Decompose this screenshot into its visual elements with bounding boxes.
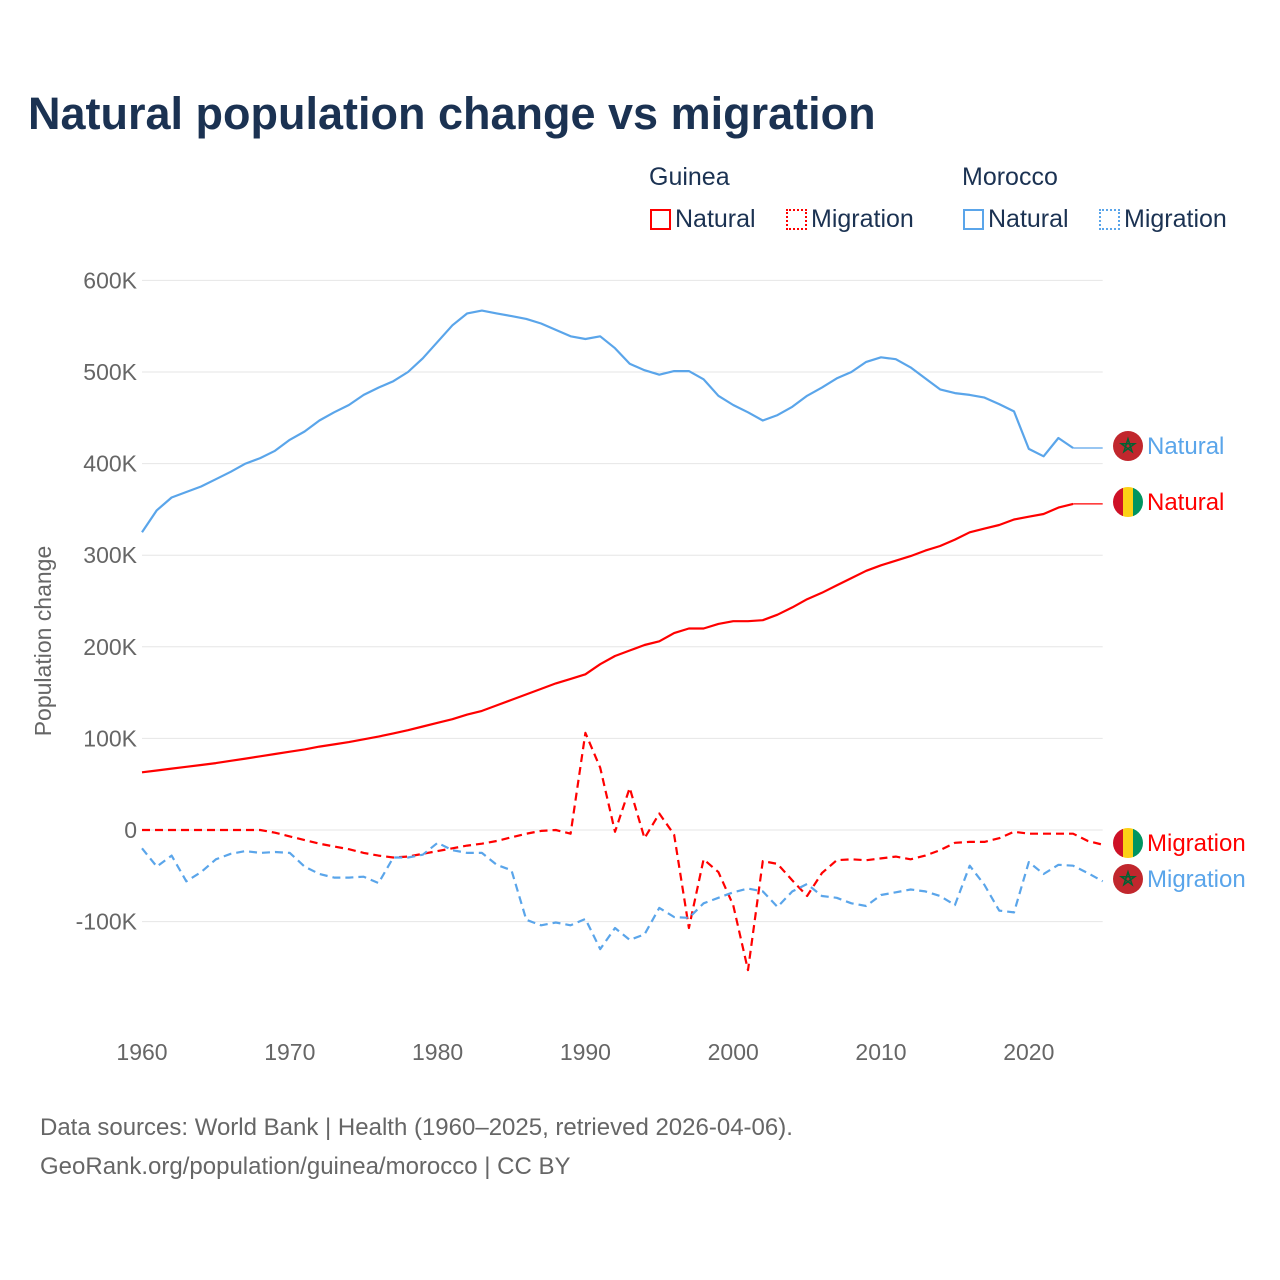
x-tick-label: 2000 — [708, 1039, 759, 1065]
chart-title: Natural population change vs migration — [28, 88, 876, 139]
legend-guinea-migration[interactable]: Migration — [786, 205, 914, 234]
legend-swatch-dotted — [1099, 209, 1120, 230]
x-tick-label: 1970 — [264, 1039, 315, 1065]
series-end-label: Natural — [1147, 433, 1224, 460]
y-tick-label: 200K — [83, 634, 137, 660]
legend-swatch-solid — [963, 209, 984, 230]
legend-group-guinea: Guinea — [649, 163, 730, 191]
y-tick-label: 0 — [124, 817, 137, 843]
legend-label: Migration — [1124, 205, 1227, 233]
series-morocco-migration: Migration — [141, 841, 1246, 951]
flag-stripe-green — [1133, 828, 1143, 858]
legend-morocco-natural[interactable]: Natural — [963, 205, 1069, 234]
x-tick-label: 1960 — [116, 1039, 167, 1065]
morocco-flag-icon — [1113, 864, 1143, 894]
legend-label: Natural — [988, 205, 1069, 233]
series-end-label: Migration — [1147, 866, 1246, 893]
footer-sources: Data sources: World Bank | Health (1960–… — [40, 1114, 793, 1141]
series-line — [141, 502, 1074, 774]
y-tick-label: 600K — [83, 267, 137, 293]
flag-stripe-red — [1113, 487, 1123, 517]
morocco-flag-icon — [1113, 431, 1143, 461]
y-tick-label: 400K — [83, 451, 137, 477]
legend-label: Migration — [811, 205, 914, 233]
y-tick-label: 500K — [83, 359, 137, 385]
series-line — [142, 731, 1103, 972]
x-tick-label: 1980 — [412, 1039, 463, 1065]
y-tick-label: 300K — [83, 542, 137, 568]
series-morocco-natural: Natural — [141, 309, 1224, 533]
star-icon — [1119, 869, 1137, 887]
legend-swatch-solid — [650, 209, 671, 230]
y-tick-label: -100K — [76, 909, 138, 935]
x-tick-label: 1990 — [560, 1039, 611, 1065]
series-line — [141, 309, 1074, 533]
guinea-flag-icon — [1113, 487, 1143, 517]
flag-stripe-yellow — [1123, 828, 1133, 858]
y-axis-label: Population change — [30, 546, 56, 737]
legend-group-morocco: Morocco — [962, 163, 1058, 191]
flag-stripe-yellow — [1123, 487, 1133, 517]
footer: Data sources: World Bank | Health (1960–… — [40, 1108, 793, 1186]
guinea-flag-icon — [1113, 828, 1143, 858]
legend-morocco-migration[interactable]: Migration — [1099, 205, 1227, 234]
legend-guinea-natural[interactable]: Natural — [650, 205, 756, 234]
star-icon — [1119, 436, 1137, 454]
series-guinea-migration: Migration — [142, 731, 1246, 972]
series-guinea-natural: Natural — [141, 487, 1224, 774]
flag-stripe-red — [1113, 828, 1123, 858]
flag-stripe-green — [1133, 487, 1143, 517]
legend-swatch-dotted — [786, 209, 807, 230]
footer-link[interactable]: GeoRank.org/population/guinea/morocco | … — [40, 1153, 571, 1180]
series-end-label: Natural — [1147, 489, 1224, 516]
x-tick-label: 2010 — [855, 1039, 906, 1065]
x-tick-label: 2020 — [1003, 1039, 1054, 1065]
series-end-label: Migration — [1147, 830, 1246, 857]
series-line — [141, 841, 1104, 951]
y-tick-label: 100K — [83, 725, 137, 751]
legend-label: Natural — [675, 205, 756, 233]
